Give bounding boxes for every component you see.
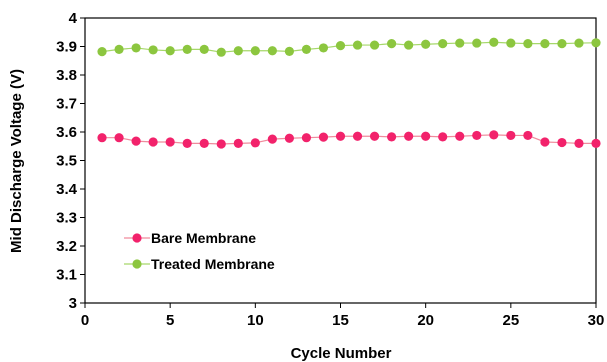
series-bare-membrane — [97, 130, 601, 149]
data-point — [472, 38, 482, 48]
y-tick-label: 3.4 — [56, 181, 78, 198]
data-point — [421, 39, 431, 49]
data-point — [557, 39, 567, 49]
series-line — [102, 134, 596, 145]
y-tick-label: 3 — [69, 295, 77, 312]
y-tick-label: 3.1 — [56, 267, 77, 284]
series-line — [101, 41, 597, 53]
data-point — [455, 131, 465, 141]
y-tick-label: 3.5 — [56, 153, 77, 170]
data-point — [472, 130, 482, 141]
y-tick-label: 3.9 — [56, 39, 77, 56]
legend-item: Bare Membrane — [124, 230, 256, 246]
series-treated-membrane — [97, 37, 601, 57]
data-point — [267, 46, 277, 56]
data-point — [369, 40, 380, 50]
x-tick-label: 15 — [332, 312, 349, 329]
series-layer — [97, 37, 601, 149]
data-point — [301, 133, 312, 143]
data-point — [199, 44, 209, 54]
data-point — [404, 40, 414, 50]
y-tick-label: 4 — [69, 10, 78, 27]
data-point — [489, 130, 499, 140]
legend-marker — [132, 259, 142, 269]
data-point — [114, 133, 124, 143]
data-point — [335, 41, 346, 51]
data-point — [591, 138, 601, 148]
y-ticks: 3 3.1 3.2 3.3 3.4 3.5 3.6 3.7 3.8 3.9 4 — [56, 10, 85, 312]
data-point — [438, 132, 448, 142]
data-point — [148, 137, 158, 147]
data-point — [387, 39, 397, 49]
data-point — [574, 138, 584, 148]
data-point — [250, 138, 260, 148]
data-point — [267, 134, 277, 144]
data-point — [233, 46, 243, 56]
y-tick-label: 3.7 — [56, 96, 77, 113]
data-point — [250, 46, 260, 56]
data-point — [540, 39, 550, 49]
data-point — [148, 45, 158, 55]
y-tick-label: 3.3 — [56, 210, 77, 227]
data-point — [591, 38, 601, 48]
data-point — [284, 133, 294, 143]
data-point — [438, 39, 448, 49]
data-point — [387, 132, 397, 142]
data-point — [506, 130, 516, 141]
data-point — [131, 43, 141, 53]
data-point — [165, 46, 175, 56]
x-tick-label: 30 — [588, 312, 605, 329]
data-point — [352, 40, 363, 50]
legend-label: Bare Membrane — [151, 230, 256, 246]
data-point — [284, 46, 294, 56]
data-point — [369, 131, 380, 141]
data-point — [489, 37, 499, 47]
x-tick-label: 0 — [81, 312, 89, 329]
data-point — [97, 47, 107, 57]
data-point — [216, 47, 226, 57]
x-tick-label: 25 — [502, 312, 519, 329]
data-point — [301, 44, 312, 54]
data-point — [523, 130, 533, 141]
y-tick-label: 3.6 — [56, 124, 77, 141]
x-tick-label: 10 — [247, 312, 264, 329]
x-axis-title: Cycle Number — [291, 345, 392, 362]
legend-marker — [132, 233, 142, 243]
data-point — [318, 132, 329, 142]
data-point — [523, 39, 533, 49]
y-tick-label: 3.8 — [56, 67, 77, 84]
data-point — [540, 137, 550, 147]
y-axis-title: Mid Discharge Voltage (V) — [8, 69, 25, 253]
data-point — [318, 43, 329, 53]
data-point — [574, 38, 584, 48]
y-tick-label: 3.2 — [56, 238, 77, 255]
data-point — [216, 139, 226, 149]
data-point — [114, 44, 124, 54]
data-point — [199, 138, 209, 148]
data-point — [131, 136, 141, 146]
legend-item: Treated Membrane — [124, 256, 275, 272]
data-point — [165, 137, 175, 147]
data-point — [233, 138, 243, 148]
x-ticks: 0 5 10 15 20 25 30 — [81, 303, 605, 329]
x-tick-label: 20 — [417, 312, 434, 329]
data-point — [455, 38, 465, 48]
data-point — [182, 138, 192, 148]
data-point — [506, 38, 516, 48]
data-point — [182, 44, 192, 54]
legend: Bare Membrane Treated Membrane — [124, 230, 275, 272]
legend-label: Treated Membrane — [151, 256, 275, 272]
data-point — [335, 131, 346, 141]
x-tick-label: 5 — [166, 312, 174, 329]
data-point — [557, 137, 567, 148]
data-point — [352, 131, 363, 141]
data-point — [404, 131, 414, 141]
data-point — [421, 131, 431, 141]
data-point — [97, 133, 107, 143]
